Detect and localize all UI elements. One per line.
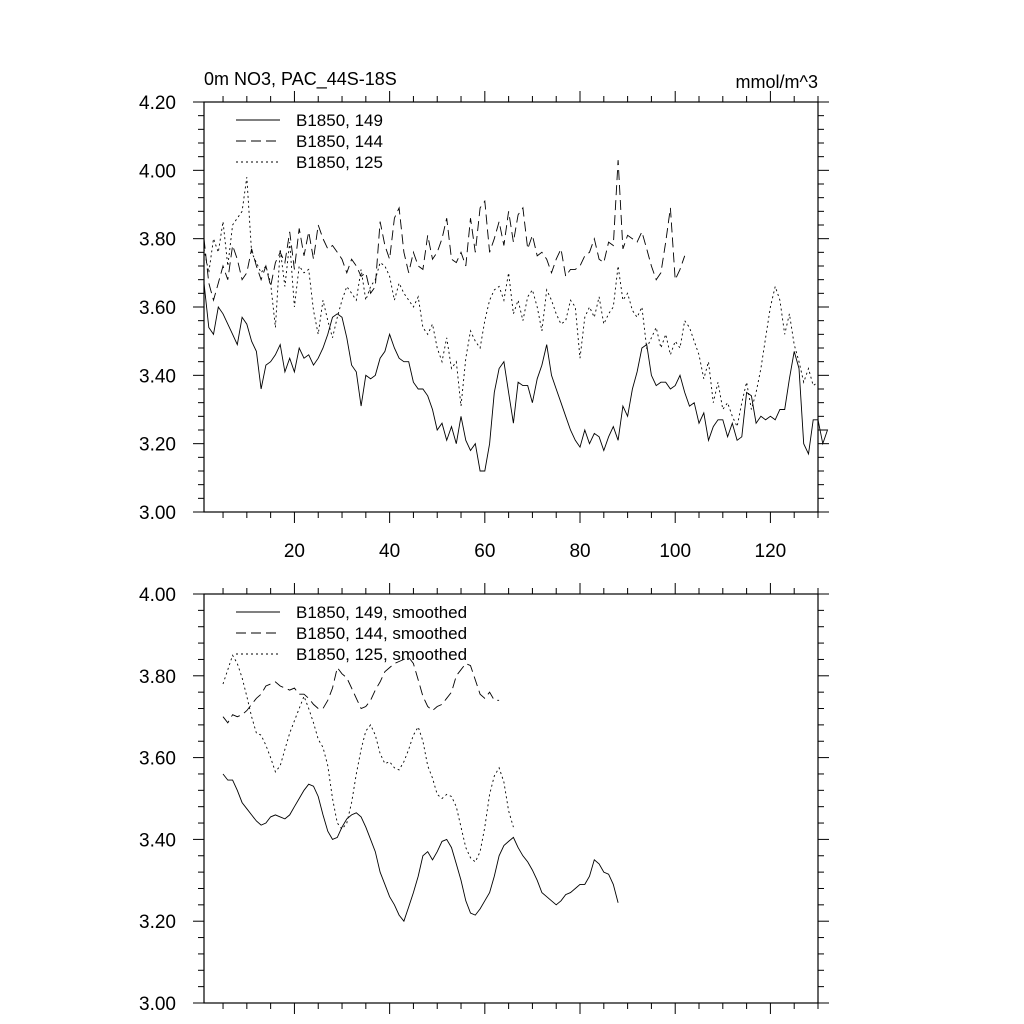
y-tick-label: 3.80 (139, 230, 176, 251)
series-line-2 (203, 177, 819, 429)
series-line-2 (222, 654, 514, 863)
x-tick-label: 60 (474, 541, 495, 562)
y-tick-label: 3.60 (139, 749, 176, 770)
y-tick-label: 3.40 (139, 830, 176, 851)
y-tick-label: 3.00 (139, 994, 176, 1015)
y-tick-label: 4.00 (139, 585, 176, 606)
x-tick-label: 120 (755, 541, 787, 562)
y-tick-label: 3.60 (139, 298, 176, 319)
x-tick-label: 40 (379, 541, 400, 562)
legend-label-0: B1850, 149, smoothed (296, 603, 467, 622)
legend-label-0: B1850, 149 (296, 111, 383, 130)
legend-label-2: B1850, 125, smoothed (296, 645, 467, 664)
units-label: mmol/m^3 (736, 72, 818, 92)
y-tick-label: 3.20 (139, 912, 176, 933)
y-tick-label: 3.20 (139, 435, 176, 456)
y-tick-label: 4.20 (139, 93, 176, 114)
x-tick-label: 100 (659, 541, 691, 562)
series-line-0 (203, 283, 829, 472)
series-line-1 (203, 160, 686, 302)
legend-label-1: B1850, 144, smoothed (296, 624, 467, 643)
y-tick-label: 3.40 (139, 366, 176, 387)
series-line-1 (222, 656, 500, 724)
x-tick-label: 20 (284, 541, 305, 562)
plot-frame (203, 593, 819, 1004)
chart-title: 0m NO3, PAC_44S-18S (204, 69, 397, 90)
legend-label-2: B1850, 125 (296, 153, 383, 172)
legend-label-1: B1850, 144 (296, 132, 383, 151)
top-plot: 3.00 3.20 3.40 3.60 3.80 4.00 4.20 20 40 60 80 100 1… (139, 69, 829, 562)
y-tick-label: 3.80 (139, 667, 176, 688)
y-tick-label: 4.00 (139, 161, 176, 182)
x-tick-label: 80 (569, 541, 590, 562)
bottom-plot: 3.00 3.20 3.40 3.60 3.80 4.00 B1850, 149, smoo… (139, 583, 829, 1015)
series-line-0 (222, 773, 619, 923)
y-tick-label: 3.00 (139, 503, 176, 524)
